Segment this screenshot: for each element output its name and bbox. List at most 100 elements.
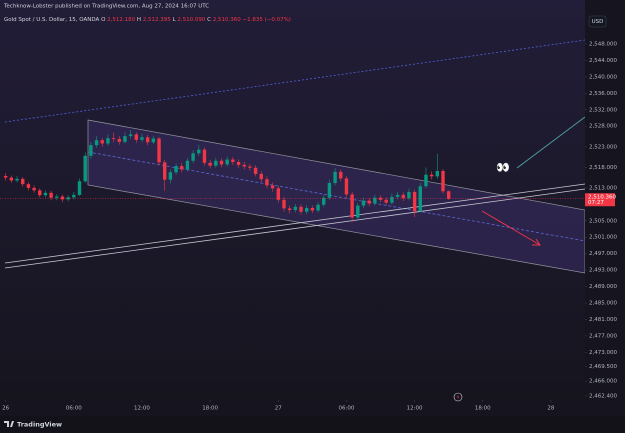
y-tick-label: 2,462.400 <box>589 393 617 399</box>
ohlc-key: L <box>173 17 177 23</box>
candle-body <box>367 200 371 204</box>
ohlc-value: 2,510.360 <box>213 17 241 23</box>
candle-body <box>446 191 451 199</box>
candle-body <box>163 162 167 180</box>
y-tick-label: 2,485.000 <box>589 300 617 306</box>
candle-body <box>435 171 440 177</box>
y-tick-label: 2,528.000 <box>589 124 617 130</box>
arrow <box>481 210 541 246</box>
ohlc-value: 2,512.395 <box>143 17 171 23</box>
candle-body <box>265 179 269 186</box>
candle-body <box>236 161 241 165</box>
candle-body <box>287 208 292 211</box>
candle-body <box>38 190 42 196</box>
x-tick-label: 26 <box>2 406 9 412</box>
candle-body <box>77 181 82 195</box>
candle-body <box>3 175 8 178</box>
candles <box>0 129 585 223</box>
candle-body <box>117 138 121 142</box>
support-line <box>4 188 586 269</box>
candle-body <box>151 138 156 143</box>
candle-body <box>9 177 14 181</box>
candle-body <box>140 137 144 140</box>
last-price-label: 2,510.360 <box>588 194 616 200</box>
y-tick-label: 2,501.000 <box>589 235 617 241</box>
candle-body <box>253 167 258 174</box>
footer-bar <box>0 416 625 433</box>
y-tick-label: 2,532.000 <box>589 107 617 113</box>
candle-body <box>350 194 354 218</box>
price-axis <box>585 0 625 416</box>
candle-body <box>429 174 434 177</box>
ohlc-value: 2,512.180 <box>107 17 135 23</box>
countdown: 07:27 <box>588 200 604 206</box>
arrow-head <box>532 238 541 246</box>
candle-body <box>72 194 76 198</box>
candle-body <box>145 137 150 143</box>
y-tick-label: 2,513.000 <box>589 185 617 191</box>
y-tick-label: 2,489.000 <box>589 284 617 290</box>
candle-body <box>111 138 116 139</box>
candle-body <box>197 149 201 154</box>
y-tick-label: 2,523.000 <box>589 144 617 150</box>
change: −1.835 (−0.07%) <box>242 17 290 23</box>
candle-body <box>310 208 315 211</box>
publish-header: Techknow-Lobster published on TradingVie… <box>3 4 209 10</box>
x-tick-label: 18:00 <box>475 406 491 412</box>
candle-body <box>202 149 207 163</box>
candle-body <box>333 171 337 183</box>
currency-box[interactable] <box>588 15 607 28</box>
candle-body <box>356 205 360 218</box>
candle-body <box>208 162 212 166</box>
candle-body <box>395 194 400 197</box>
candle-body <box>26 184 31 188</box>
candle-body <box>270 185 275 189</box>
pointer-line <box>516 116 586 169</box>
candle-body <box>412 191 417 212</box>
time-axis <box>0 400 625 416</box>
candle-body <box>219 160 224 165</box>
candle-body <box>282 199 286 209</box>
logo-mark <box>4 421 14 427</box>
candle-body <box>214 160 218 166</box>
symbol: Gold Spot / U.S. Dollar, 15, OANDA <box>4 17 100 23</box>
candle-body <box>43 192 48 196</box>
y-tick-label: 2,466.000 <box>589 379 617 385</box>
candle-body <box>248 166 252 168</box>
x-tick-label: 06:00 <box>66 406 82 412</box>
candle-body <box>66 197 70 200</box>
candle-body <box>134 134 139 140</box>
y-tick-label: 2,505.000 <box>589 218 617 224</box>
candle-body <box>157 138 161 163</box>
candle-body <box>361 200 366 206</box>
candle-body <box>123 136 127 142</box>
candle-body <box>384 199 388 203</box>
y-tick-label: 2,481.000 <box>589 317 617 323</box>
candle-body <box>373 197 377 204</box>
y-tick-label: 2,518.000 <box>589 165 617 171</box>
y-tick-label: 2,473.000 <box>589 350 617 356</box>
candle-body <box>185 160 190 170</box>
candle-body <box>32 187 36 191</box>
candle-body <box>100 140 104 144</box>
x-tick-label: 28 <box>547 406 554 412</box>
ohlc-key: H <box>137 17 141 23</box>
candle-body <box>15 178 19 181</box>
y-tick-label: 2,540.000 <box>589 74 617 80</box>
x-tick-label: 12:00 <box>407 406 423 412</box>
candle-body <box>293 206 298 211</box>
candle-body <box>225 159 229 165</box>
emoji-annotation: 👀 <box>496 161 510 174</box>
candle-body <box>344 178 349 195</box>
x-tick-label: 12:00 <box>134 406 150 412</box>
candle-body <box>401 194 405 199</box>
candle-body <box>128 134 133 137</box>
candle-body <box>441 171 445 192</box>
channel-mid-line <box>87 151 586 242</box>
candle-body <box>180 166 184 170</box>
candle-body <box>55 196 59 198</box>
candle-body <box>60 196 65 200</box>
candle-body <box>407 191 411 199</box>
lightning-icon[interactable] <box>453 392 463 402</box>
